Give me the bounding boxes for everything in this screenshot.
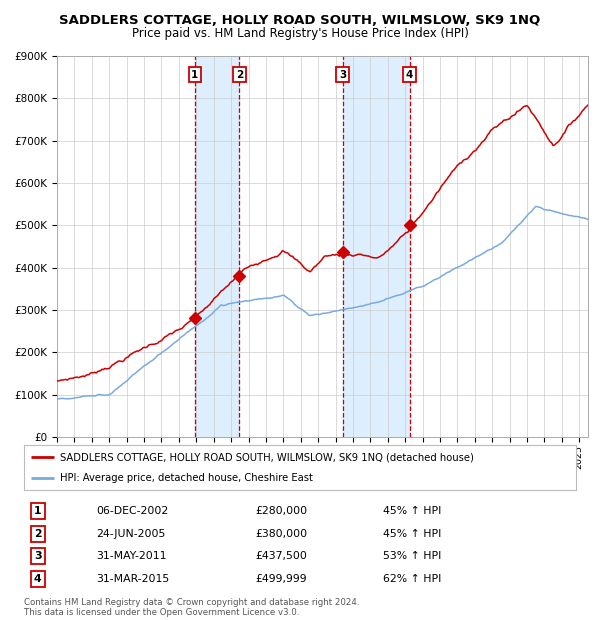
Text: 1: 1	[34, 507, 41, 516]
Bar	[195, 56, 239, 437]
Text: 62% ↑ HPI: 62% ↑ HPI	[383, 574, 441, 584]
Text: £280,000: £280,000	[256, 507, 308, 516]
Text: Contains HM Land Registry data © Crown copyright and database right 2024.
This d: Contains HM Land Registry data © Crown c…	[24, 598, 359, 617]
Text: £499,999: £499,999	[256, 574, 307, 584]
Text: £437,500: £437,500	[256, 551, 308, 561]
Text: SADDLERS COTTAGE, HOLLY ROAD SOUTH, WILMSLOW, SK9 1NQ (detached house): SADDLERS COTTAGE, HOLLY ROAD SOUTH, WILM…	[60, 452, 474, 463]
Text: 3: 3	[34, 551, 41, 561]
Text: 4: 4	[406, 70, 413, 80]
Text: 3: 3	[339, 70, 346, 80]
Text: 31-MAR-2015: 31-MAR-2015	[96, 574, 169, 584]
Text: 45% ↑ HPI: 45% ↑ HPI	[383, 507, 441, 516]
Text: Price paid vs. HM Land Registry's House Price Index (HPI): Price paid vs. HM Land Registry's House …	[131, 27, 469, 40]
Text: 1: 1	[191, 70, 199, 80]
Text: £380,000: £380,000	[256, 529, 308, 539]
Text: HPI: Average price, detached house, Cheshire East: HPI: Average price, detached house, Ches…	[60, 472, 313, 483]
Text: 31-MAY-2011: 31-MAY-2011	[96, 551, 166, 561]
Text: 53% ↑ HPI: 53% ↑ HPI	[383, 551, 441, 561]
Text: 4: 4	[34, 574, 41, 584]
Text: 2: 2	[34, 529, 41, 539]
Text: SADDLERS COTTAGE, HOLLY ROAD SOUTH, WILMSLOW, SK9 1NQ: SADDLERS COTTAGE, HOLLY ROAD SOUTH, WILM…	[59, 14, 541, 27]
Text: 24-JUN-2005: 24-JUN-2005	[96, 529, 165, 539]
Text: 2: 2	[236, 70, 243, 80]
Text: 45% ↑ HPI: 45% ↑ HPI	[383, 529, 441, 539]
Text: 06-DEC-2002: 06-DEC-2002	[96, 507, 168, 516]
Bar	[343, 56, 410, 437]
